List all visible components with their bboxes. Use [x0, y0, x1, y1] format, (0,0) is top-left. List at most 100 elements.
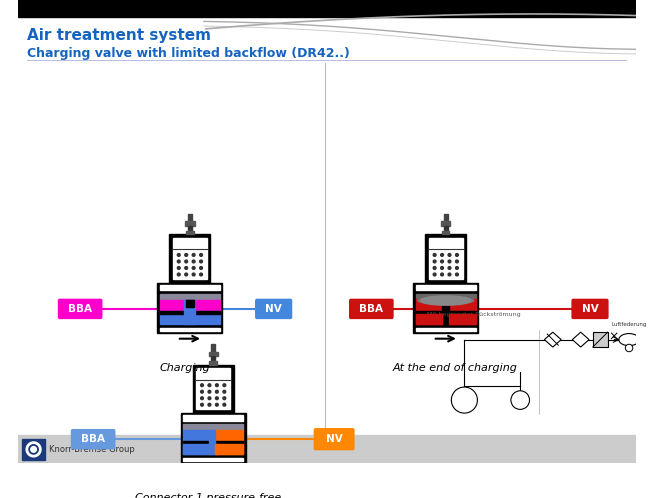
Bar [429, 238, 463, 279]
Circle shape [448, 273, 451, 276]
Circle shape [441, 253, 444, 256]
Circle shape [208, 397, 211, 399]
Circle shape [433, 260, 436, 263]
Bar [181, 456, 246, 463]
Bar [18, 435, 635, 463]
Bar [186, 231, 194, 235]
Bar [413, 326, 478, 333]
FancyBboxPatch shape [313, 428, 355, 450]
Bar [188, 226, 192, 231]
Text: Mit begrenzter Rückströmung: Mit begrenzter Rückströmung [427, 312, 521, 317]
Circle shape [216, 384, 218, 386]
Circle shape [185, 266, 188, 269]
Text: BBA: BBA [359, 304, 383, 314]
Bar [211, 344, 215, 352]
Bar [169, 235, 210, 283]
FancyBboxPatch shape [71, 429, 116, 449]
Circle shape [208, 384, 211, 386]
Text: At the end of charging: At the end of charging [392, 363, 517, 373]
Circle shape [452, 387, 477, 413]
Bar [416, 311, 475, 314]
Circle shape [177, 253, 180, 256]
Circle shape [448, 260, 451, 263]
Bar [444, 226, 448, 231]
Bar [416, 328, 475, 331]
Circle shape [193, 273, 195, 276]
Bar [442, 299, 450, 324]
Circle shape [448, 253, 451, 256]
Bar [426, 235, 466, 283]
Bar [416, 294, 475, 299]
Bar [160, 311, 220, 324]
Polygon shape [26, 442, 41, 457]
Circle shape [201, 384, 203, 386]
Bar [23, 439, 44, 460]
Text: Knorr-Bremse Group: Knorr-Bremse Group [49, 445, 135, 454]
Bar [188, 214, 192, 222]
Circle shape [193, 266, 195, 269]
Bar [160, 328, 220, 331]
Bar [185, 300, 195, 324]
Circle shape [185, 253, 188, 256]
Circle shape [441, 266, 444, 269]
Bar [181, 422, 246, 456]
Bar [183, 415, 243, 420]
Circle shape [441, 260, 444, 263]
Text: Charging: Charging [160, 363, 210, 373]
Circle shape [456, 273, 458, 276]
Bar [416, 314, 442, 324]
Bar [208, 430, 215, 454]
Polygon shape [31, 447, 37, 452]
Bar [160, 294, 220, 300]
Bar [183, 441, 243, 444]
Circle shape [216, 397, 218, 399]
Circle shape [201, 397, 203, 399]
Text: NV: NV [266, 304, 282, 314]
Circle shape [456, 253, 458, 256]
Bar [160, 300, 187, 311]
Circle shape [200, 266, 203, 269]
Bar [160, 285, 220, 290]
Bar [215, 444, 243, 454]
Circle shape [177, 273, 180, 276]
Circle shape [433, 253, 436, 256]
Circle shape [456, 266, 458, 269]
Bar [183, 444, 218, 454]
Polygon shape [29, 445, 39, 454]
Bar [173, 238, 207, 279]
Bar [413, 283, 478, 292]
Circle shape [625, 344, 633, 352]
Ellipse shape [418, 297, 473, 304]
Circle shape [201, 403, 203, 406]
Bar [157, 283, 222, 292]
Bar [441, 222, 450, 226]
Bar [215, 430, 243, 454]
Text: BBA: BBA [81, 434, 105, 444]
Bar [208, 352, 218, 357]
Circle shape [216, 403, 218, 406]
Circle shape [223, 384, 226, 386]
Bar [416, 285, 475, 290]
Bar [157, 326, 222, 333]
Circle shape [433, 266, 436, 269]
Ellipse shape [421, 296, 471, 305]
FancyBboxPatch shape [349, 299, 394, 319]
Circle shape [208, 390, 211, 393]
Polygon shape [544, 332, 561, 347]
Circle shape [223, 397, 226, 399]
Bar [183, 430, 211, 454]
Bar [193, 365, 234, 413]
Bar [18, 0, 635, 17]
Bar [593, 332, 608, 347]
Bar [181, 413, 246, 422]
Bar [197, 369, 230, 409]
Bar [193, 300, 220, 311]
Circle shape [193, 253, 195, 256]
Bar [442, 231, 450, 235]
FancyBboxPatch shape [572, 299, 609, 319]
Bar [186, 300, 194, 311]
Text: NV: NV [326, 434, 343, 444]
Bar [186, 300, 194, 307]
Circle shape [216, 390, 218, 393]
Circle shape [511, 391, 529, 409]
